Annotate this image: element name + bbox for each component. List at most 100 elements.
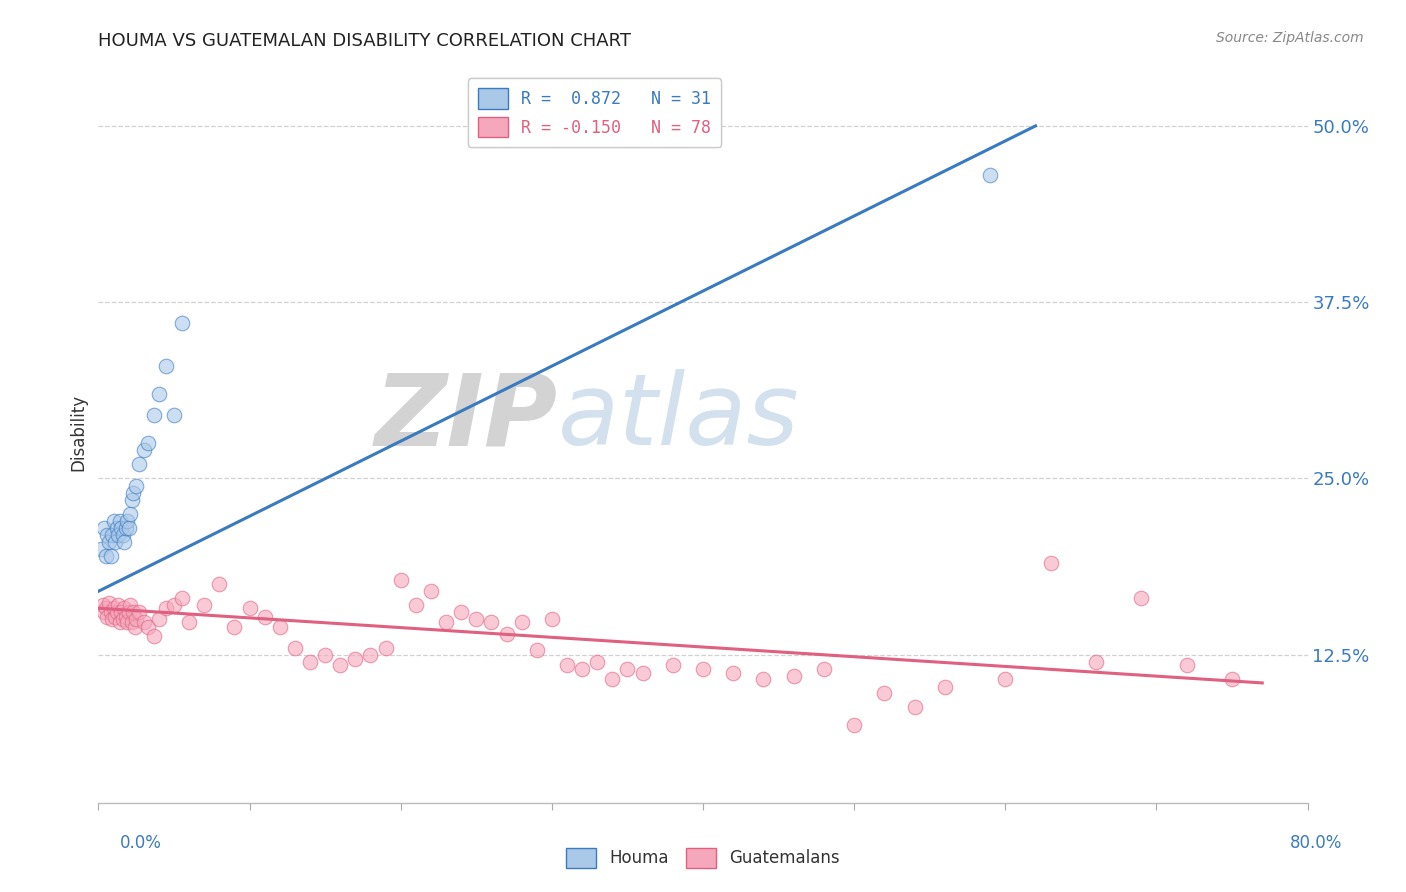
Point (136, 436, 159, 450)
Point (661, 657, 683, 672)
Point (103, 514, 125, 528)
Point (112, 535, 135, 549)
Point (101, 528, 124, 542)
Point (155, 601, 177, 615)
Point (128, 458, 150, 472)
Point (193, 599, 215, 613)
Point (124, 619, 146, 633)
Point (374, 640, 396, 655)
Point (723, 666, 745, 681)
Point (110, 606, 132, 620)
Point (253, 609, 276, 624)
Point (115, 514, 138, 528)
Point (121, 492, 143, 507)
Point (540, 612, 562, 626)
Text: atlas: atlas (558, 369, 800, 467)
Point (107, 599, 129, 613)
Point (692, 662, 714, 676)
Point (224, 619, 246, 633)
Point (115, 615, 138, 630)
Point (934, 680, 956, 694)
Point (132, 443, 155, 458)
Point (844, 718, 866, 732)
Point (434, 615, 457, 630)
Point (148, 612, 170, 626)
Point (1085, 655, 1108, 669)
Point (104, 609, 127, 624)
Point (94, 549, 117, 563)
Point (616, 662, 638, 676)
Point (108, 615, 131, 630)
Point (122, 606, 145, 620)
Point (163, 408, 186, 422)
Legend: Houma, Guatemalans: Houma, Guatemalans (560, 841, 846, 875)
Point (481, 615, 503, 630)
Point (813, 662, 835, 676)
Point (118, 521, 141, 535)
Point (495, 626, 517, 640)
Point (994, 672, 1017, 686)
Point (239, 601, 262, 615)
Point (128, 606, 150, 620)
Point (105, 521, 128, 535)
Point (101, 612, 124, 626)
Point (873, 686, 896, 700)
Y-axis label: Disability: Disability (69, 394, 87, 471)
Point (104, 535, 127, 549)
Text: Source: ZipAtlas.com: Source: ZipAtlas.com (1216, 31, 1364, 45)
Point (107, 528, 129, 542)
Point (979, 168, 1001, 182)
Point (111, 528, 134, 542)
Point (143, 629, 166, 643)
Point (329, 657, 352, 672)
Point (148, 387, 170, 401)
Point (783, 669, 806, 683)
Point (93, 606, 115, 620)
Text: ZIP: ZIP (375, 369, 558, 467)
Point (96, 609, 118, 624)
Point (121, 615, 143, 630)
Point (631, 666, 654, 681)
Point (1175, 657, 1198, 672)
Point (405, 599, 427, 613)
Point (163, 599, 186, 613)
Point (510, 615, 533, 630)
Point (110, 521, 132, 535)
Point (118, 606, 141, 620)
Point (98, 535, 121, 549)
Text: HOUMA VS GUATEMALAN DISABILITY CORRELATION CHART: HOUMA VS GUATEMALAN DISABILITY CORRELATI… (98, 32, 631, 50)
Point (752, 672, 775, 686)
Point (555, 657, 578, 672)
Point (98, 596, 121, 610)
Legend: R =  0.872   N = 31, R = -0.150   N = 78: R = 0.872 N = 31, R = -0.150 N = 78 (468, 78, 721, 147)
Point (179, 615, 201, 630)
Point (1130, 591, 1153, 606)
Point (94, 601, 117, 615)
Point (299, 655, 322, 669)
Point (114, 521, 136, 535)
Point (91, 599, 114, 613)
Point (344, 652, 367, 666)
Point (103, 601, 125, 615)
Point (93, 521, 115, 535)
Point (208, 577, 231, 591)
Point (904, 699, 927, 714)
Point (120, 507, 142, 521)
Text: 80.0%: 80.0% (1291, 834, 1343, 852)
Point (114, 609, 136, 624)
Point (170, 316, 193, 330)
Point (586, 655, 609, 669)
Point (100, 606, 122, 620)
Point (136, 619, 159, 633)
Point (122, 485, 145, 500)
Point (465, 612, 488, 626)
Point (105, 606, 128, 620)
Point (170, 591, 193, 606)
Point (90, 541, 112, 556)
Point (143, 408, 166, 422)
Point (132, 615, 155, 630)
Point (602, 672, 624, 686)
Point (1039, 556, 1062, 570)
Point (112, 601, 135, 615)
Point (314, 648, 336, 662)
